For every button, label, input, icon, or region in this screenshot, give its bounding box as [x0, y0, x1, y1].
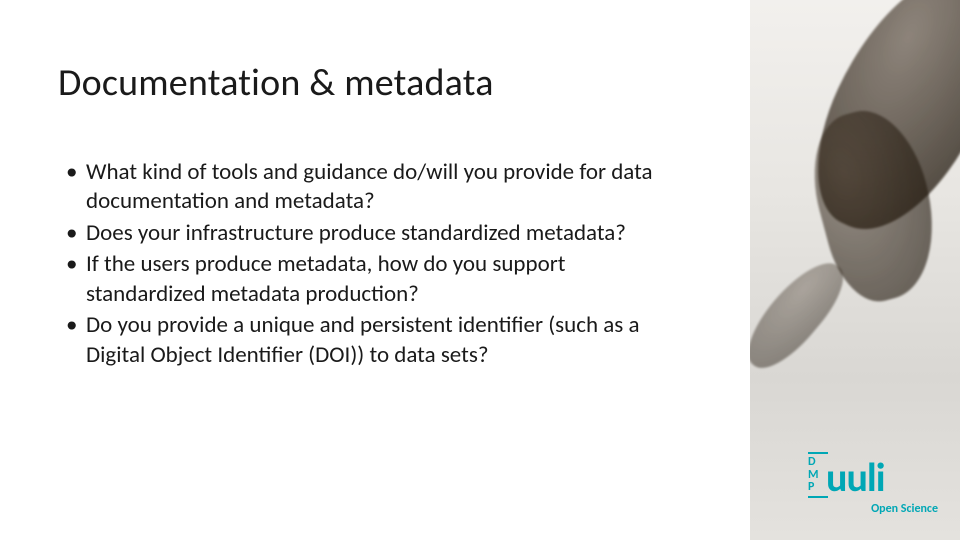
bullet-item: What kind of tools and guidance do/will …	[86, 158, 678, 217]
slide: Documentation & metadata What kind of to…	[0, 0, 960, 540]
decorative-shape	[750, 249, 856, 381]
logo-subtitle: Open Science	[871, 502, 938, 516]
bullet-item: Does your infrastructure produce standar…	[86, 219, 678, 248]
logo-brand-text: uuli	[826, 458, 885, 498]
logo-bar-icon	[808, 452, 828, 454]
bullet-item: If the users produce metadata, how do yo…	[86, 250, 678, 309]
bullet-item: Do you provide a unique and persistent i…	[86, 311, 678, 370]
slide-title: Documentation & metadata	[58, 60, 678, 106]
logo-dmp-text: D M P	[808, 456, 819, 494]
bullet-list: What kind of tools and guidance do/will …	[58, 158, 678, 370]
decorative-image-strip: D M P uuli Open Science	[750, 0, 960, 540]
logo-bar-icon	[808, 496, 828, 498]
tuuli-logo: D M P uuli Open Science	[808, 452, 938, 522]
content-area: Documentation & metadata What kind of to…	[58, 60, 678, 372]
